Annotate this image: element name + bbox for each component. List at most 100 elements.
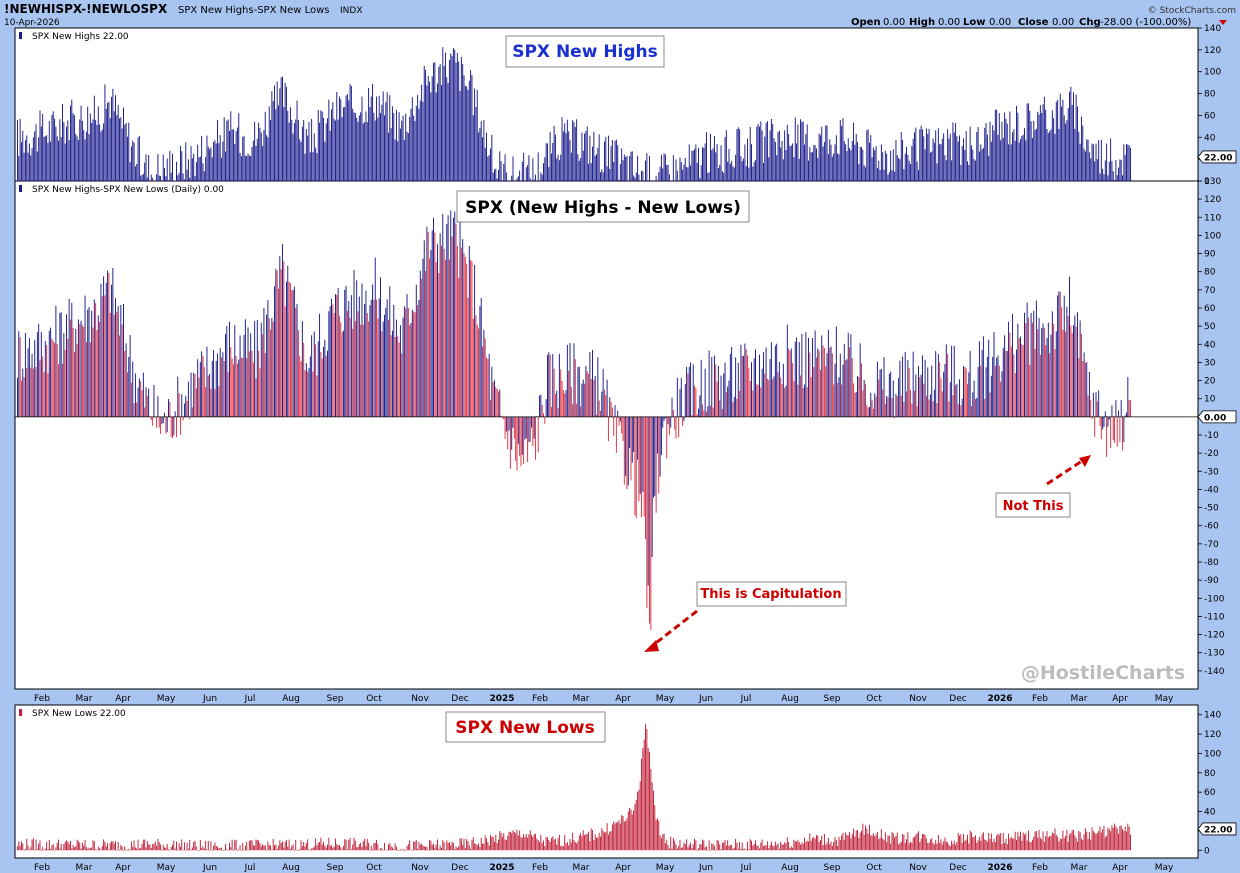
- bar: [427, 75, 429, 181]
- bar: [899, 843, 901, 851]
- bar: [818, 842, 820, 851]
- bar: [328, 99, 330, 181]
- bar: [91, 310, 93, 417]
- bar: [963, 138, 964, 181]
- bar: [95, 120, 97, 181]
- bar: [1009, 838, 1011, 851]
- bar: [741, 161, 743, 181]
- bar: [756, 126, 758, 181]
- bar: [667, 416, 669, 425]
- bar: [1088, 152, 1090, 181]
- bar: [189, 416, 191, 420]
- bar: [932, 138, 934, 181]
- bar: [519, 830, 521, 851]
- bar: [126, 136, 128, 181]
- bar: [868, 142, 870, 181]
- bar: [157, 838, 159, 851]
- bar: [1119, 159, 1121, 181]
- bar: [152, 416, 154, 426]
- bar: [395, 846, 397, 851]
- bar: [97, 846, 99, 851]
- bar: [210, 388, 212, 417]
- bar: [32, 368, 34, 417]
- bar: [1029, 842, 1031, 851]
- bar: [621, 416, 623, 434]
- bar: [1070, 86, 1072, 181]
- bar: [631, 151, 633, 181]
- bar: [201, 847, 203, 851]
- bar: [1049, 836, 1051, 851]
- bar: [1106, 143, 1108, 181]
- bar: [948, 844, 950, 851]
- bar: [650, 181, 652, 182]
- bar: [1034, 130, 1036, 181]
- bar: [427, 850, 429, 851]
- bar: [1080, 838, 1082, 851]
- bar: [727, 161, 729, 181]
- bar: [617, 145, 619, 181]
- bar: [548, 352, 550, 417]
- bar: [683, 842, 685, 851]
- bar: [976, 397, 978, 417]
- bar: [120, 304, 122, 417]
- bar: [776, 343, 778, 417]
- bar: [419, 844, 421, 851]
- bar: [765, 845, 767, 851]
- bar: [32, 137, 34, 181]
- bar: [256, 840, 258, 851]
- bar: [617, 410, 619, 417]
- bar: [327, 844, 328, 851]
- bar: [886, 841, 888, 851]
- y-tick-label: -120: [1204, 631, 1225, 641]
- bar: [422, 845, 424, 851]
- bar: [912, 138, 914, 181]
- bar: [137, 839, 139, 851]
- bar: [706, 846, 707, 851]
- bar: [467, 841, 469, 851]
- bar: [898, 158, 900, 181]
- bar: [312, 371, 314, 417]
- bar: [1114, 823, 1116, 851]
- bar: [723, 172, 725, 181]
- bar: [521, 416, 523, 455]
- bar: [804, 144, 805, 181]
- bar: [225, 843, 226, 851]
- bar: [391, 330, 393, 417]
- bar: [1020, 336, 1021, 417]
- bar: [589, 135, 591, 181]
- bar: [847, 332, 849, 417]
- bar: [613, 416, 615, 436]
- bar: [914, 132, 915, 181]
- bar: [1094, 416, 1096, 437]
- bar: [903, 169, 905, 181]
- bar: [678, 845, 680, 851]
- bar: [51, 338, 53, 417]
- bar: [1053, 833, 1055, 851]
- bar: [1026, 840, 1028, 851]
- bar: [23, 152, 25, 181]
- bar: [63, 122, 65, 181]
- bar: [1033, 310, 1035, 417]
- bar: [158, 842, 160, 851]
- bar: [361, 96, 363, 181]
- bar: [762, 846, 764, 851]
- bar: [1018, 142, 1020, 181]
- bar: [819, 839, 821, 851]
- bar: [451, 236, 453, 417]
- bar: [778, 361, 780, 417]
- bar: [945, 841, 947, 851]
- bar: [1123, 416, 1125, 443]
- x-tick-label: Jul: [244, 863, 256, 873]
- bar: [679, 388, 681, 417]
- bar: [380, 277, 381, 417]
- bar: [965, 839, 967, 851]
- bar: [712, 148, 714, 181]
- bar: [815, 148, 817, 181]
- bar: [1107, 416, 1109, 427]
- bar: [908, 843, 910, 851]
- bar: [1051, 311, 1053, 417]
- bar: [801, 121, 803, 181]
- bar: [1027, 317, 1029, 417]
- bar: [662, 168, 664, 181]
